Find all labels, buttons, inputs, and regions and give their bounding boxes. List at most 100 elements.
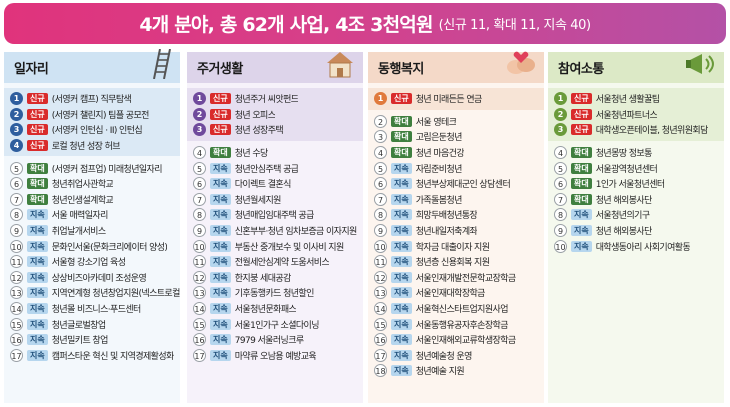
list-item: 7 지속 가족돌봄청년 [368, 192, 544, 208]
item-number: 9 [193, 224, 206, 238]
item-label: 청년몽땅 정보통 [595, 149, 652, 160]
column-header: 동행복지 [368, 51, 544, 83]
status-badge: 지속 [210, 271, 231, 283]
status-badge: 신규 [571, 124, 592, 136]
item-label: 7979 서울러닝크루 [234, 336, 304, 347]
status-badge: 신규 [27, 108, 48, 120]
status-badge: 지속 [210, 349, 231, 361]
item-number: 13 [374, 286, 387, 300]
item-number: 14 [193, 302, 206, 316]
status-badge: 지속 [391, 209, 412, 221]
item-label: 청년밀키트 창업 [51, 336, 108, 347]
status-badge: 신규 [391, 93, 412, 105]
status-badge: 지속 [391, 178, 412, 190]
item-number: 12 [374, 270, 387, 284]
list-item: 3 신규 대학생오픈테이블, 청년위원회담 [548, 122, 724, 138]
items-list: 2 확대 서울 영테크 3 확대 고립은둔청년 4 확대 청년 마음건강 5 지속 자립준비청년 6 지속… [368, 114, 544, 379]
status-badge: 확대 [571, 193, 592, 205]
status-badge: 지속 [210, 287, 231, 299]
item-number: 3 [10, 123, 23, 137]
item-label: 청년부상제대군인 상담센터 [415, 180, 511, 191]
list-item: 2 신규 서울청년파트너스 [548, 107, 724, 123]
status-badge: 신규 [27, 93, 48, 105]
item-number: 2 [374, 114, 387, 128]
list-item: 8 지속 서울청년의기구 [548, 207, 724, 223]
list-item: 7 지속 청년월세지원 [187, 192, 363, 208]
item-number: 10 [193, 239, 206, 253]
item-number: 3 [374, 130, 387, 144]
list-item: 8 지속 희망두배청년통장 [368, 207, 544, 223]
item-label: 청년 해외봉사단 [595, 227, 652, 238]
new-items-list: 1 신규 서울청년 생활꿀팁 2 신규 서울청년파트너스 3 신규 대학생오픈테이블, 청년위원… [548, 88, 724, 141]
list-item: 10 지속 학자금 대출이자 지원 [368, 238, 544, 254]
item-label: 청년층 신용회복 지원 [415, 258, 490, 269]
column-participation: 참여소통 1 신규 서울청년 생활꿀팁 2 신규 서울청년파트너스 3 신규 대학생오픈테이블, … [548, 52, 724, 403]
list-item: 15 지속 서울동행유공자후손장학금 [368, 316, 544, 332]
item-label: 청년 마음건강 [415, 149, 465, 160]
item-number: 9 [554, 224, 567, 238]
item-number: 10 [374, 239, 387, 253]
item-number: 10 [10, 239, 23, 253]
column-header: 일자리 [4, 48, 180, 83]
item-number: 3 [193, 123, 206, 137]
list-item: 14 지속 청년몰 비즈니스·푸드센터 [4, 301, 180, 317]
status-badge: 지속 [391, 287, 412, 299]
item-label: 청년 성장주택 [234, 126, 284, 137]
item-label: 청년글로벌창업 [51, 320, 106, 331]
list-item: 7 확대 청년 해외봉사단 [548, 192, 724, 208]
list-item: 13 지속 서울인재대학장학금 [368, 285, 544, 301]
item-number: 8 [193, 208, 206, 222]
list-item: 6 지속 청년부상제대군인 상담센터 [368, 176, 544, 192]
item-number: 11 [193, 255, 206, 269]
new-items-list: 1 신규 청년주거 씨앗펀드 2 신규 청년 오피스 3 신규 청년 성장주택 [187, 88, 363, 141]
status-badge: 지속 [391, 162, 412, 174]
status-badge: 확대 [571, 147, 592, 159]
item-number: 13 [10, 286, 23, 300]
item-label: 청년월세지원 [234, 195, 281, 206]
status-badge: 지속 [391, 318, 412, 330]
status-badge: 확대 [391, 131, 412, 143]
column-title: 동행복지 [378, 62, 424, 77]
item-label: 희망두배청년통장 [415, 211, 478, 222]
item-label: 전월세안심계약 도움서비스 [234, 258, 330, 269]
item-label: (서영커 인턴십 · II) 인턴십 [51, 126, 143, 137]
list-item: 10 지속 문화인서울(문화크리에이터 양성) [4, 238, 180, 254]
status-badge: 신규 [210, 108, 231, 120]
item-label: 청년안심주택 공급 [234, 164, 299, 175]
column-title: 주거생활 [197, 62, 243, 77]
status-badge: 지속 [210, 162, 231, 174]
item-number: 4 [10, 139, 23, 153]
item-number: 9 [10, 224, 23, 238]
list-item: 6 확대 청년취업사관학교 [4, 176, 180, 192]
item-number: 7 [10, 192, 23, 206]
item-number: 17 [193, 348, 206, 362]
item-number: 15 [374, 317, 387, 331]
item-label: 서울동행유공자후손장학금 [415, 320, 508, 331]
item-label: 고립은둔청년 [415, 133, 462, 144]
item-label: 서울인재개발전문학교장학금 [415, 273, 516, 284]
item-label: 청년취업사관학교 [51, 180, 114, 191]
list-item: 16 지속 7979 서울러닝크루 [187, 332, 363, 348]
status-badge: 지속 [210, 209, 231, 221]
item-label: 마약류 오남용 예방교육 [234, 351, 317, 362]
column-header: 주거생활 [187, 52, 363, 83]
status-badge: 지속 [391, 334, 412, 346]
item-number: 5 [374, 161, 387, 175]
items-list: 5 확대 (서영커 점프업) 미래청년일자리 6 확대 청년취업사관학교 7 확대 청년인생설계… [4, 160, 180, 363]
item-number: 2 [193, 107, 206, 121]
item-number: 18 [374, 364, 387, 378]
item-number: 17 [10, 348, 23, 362]
item-label: 다이렉트 결혼식 [234, 180, 291, 191]
status-badge: 지속 [210, 303, 231, 315]
status-badge: 지속 [391, 303, 412, 315]
status-badge: 지속 [210, 193, 231, 205]
item-label: 서울청년의기구 [595, 211, 650, 222]
item-label: 한지붕 세대공감 [234, 273, 291, 284]
item-number: 1 [374, 92, 387, 106]
house-icon [323, 49, 357, 83]
item-number: 4 [374, 146, 387, 160]
list-item: 16 지속 서울인재해외교류학생장학금 [368, 332, 544, 348]
status-badge: 지속 [391, 225, 412, 237]
item-label: 로컬 청년 성장 허브 [51, 142, 120, 153]
status-badge: 지속 [391, 349, 412, 361]
